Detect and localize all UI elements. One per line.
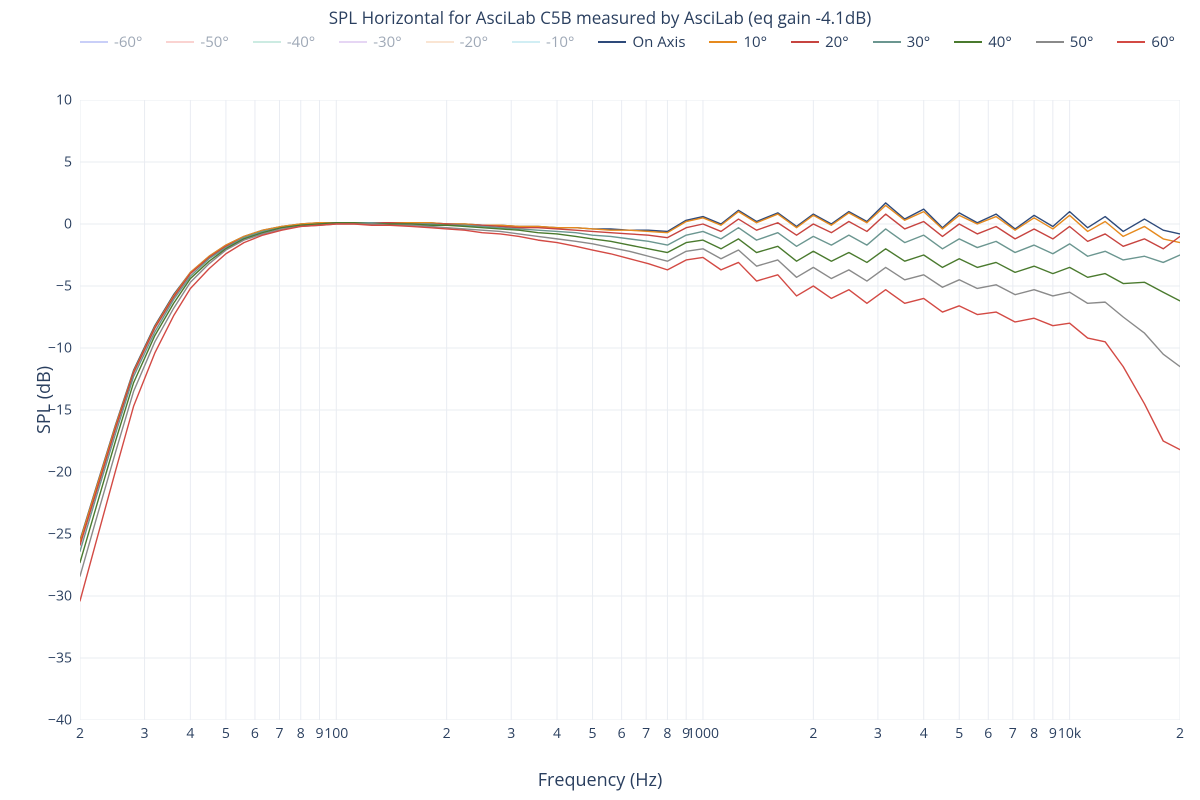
legend-label: 50° (1070, 32, 1094, 52)
x-tick-label: 5 (589, 724, 597, 743)
chart-container: { "title": "SPL Horizontal for AsciLab C… (0, 0, 1200, 800)
legend-label: 40° (988, 32, 1012, 52)
x-tick-label: 100 (324, 724, 348, 743)
legend-item[interactable]: -60° (80, 32, 142, 52)
legend-swatch (791, 41, 819, 43)
x-tick-label: 5 (955, 724, 963, 743)
y-tick-label: 0 (12, 215, 72, 234)
legend: -60° -50° -40° -30° -20° -10° On Axis 10° 20° 30°… (80, 32, 1180, 52)
legend-item[interactable]: 50° (1036, 32, 1094, 52)
legend-label: On Axis (632, 32, 685, 52)
x-tick-label: 6 (251, 724, 259, 743)
x-tick-label: 8 (297, 724, 305, 743)
x-axis-label: Frequency (Hz) (0, 768, 1200, 792)
x-tick-label: 3 (874, 724, 882, 743)
y-tick-label: −10 (12, 339, 72, 358)
legend-swatch (339, 41, 367, 43)
legend-swatch (1117, 41, 1145, 43)
x-tick-label: 9 (315, 724, 323, 743)
y-tick-label: −35 (12, 649, 72, 668)
x-tick-label: 9 (1049, 724, 1057, 743)
legend-swatch (512, 41, 540, 43)
x-tick-label: 2 (1176, 724, 1184, 743)
legend-label: 10° (743, 32, 767, 52)
x-tick-label: 7 (275, 724, 283, 743)
legend-label: 20° (825, 32, 849, 52)
legend-item[interactable]: -50° (166, 32, 228, 52)
legend-item[interactable]: -10° (512, 32, 574, 52)
legend-label: -20° (460, 32, 488, 52)
legend-item[interactable]: -20° (426, 32, 488, 52)
legend-item[interactable]: -40° (253, 32, 315, 52)
y-tick-label: −25 (12, 525, 72, 544)
x-tick-label: 7 (642, 724, 650, 743)
legend-label: -40° (287, 32, 315, 52)
y-tick-label: −40 (12, 711, 72, 730)
legend-swatch (873, 41, 901, 43)
x-tick-label: 4 (186, 724, 194, 743)
legend-swatch (166, 41, 194, 43)
x-tick-label: 7 (1009, 724, 1017, 743)
legend-label: 30° (907, 32, 931, 52)
legend-label: -60° (114, 32, 142, 52)
y-tick-label: −20 (12, 463, 72, 482)
y-tick-label: 10 (12, 91, 72, 110)
legend-label: -50° (200, 32, 228, 52)
legend-swatch (709, 41, 737, 43)
y-tick-label: −15 (12, 401, 72, 420)
x-tick-label: 8 (1030, 724, 1038, 743)
x-tick-label: 4 (553, 724, 561, 743)
legend-swatch (1036, 41, 1064, 43)
legend-item[interactable]: On Axis (598, 32, 685, 52)
x-tick-label: 2 (809, 724, 817, 743)
x-tick-label: 6 (984, 724, 992, 743)
legend-item[interactable]: 60° (1117, 32, 1175, 52)
legend-swatch (426, 41, 454, 43)
legend-swatch (598, 41, 626, 43)
x-tick-label: 4 (920, 724, 928, 743)
x-tick-label: 3 (507, 724, 515, 743)
legend-label: -10° (546, 32, 574, 52)
legend-item[interactable]: -30° (339, 32, 401, 52)
chart-title: SPL Horizontal for AsciLab C5B measured … (0, 6, 1200, 29)
x-tick-label: 3 (141, 724, 149, 743)
x-tick-label: 6 (618, 724, 626, 743)
legend-swatch (80, 41, 108, 43)
legend-item[interactable]: 30° (873, 32, 931, 52)
plot-area (80, 100, 1180, 720)
legend-swatch (954, 41, 982, 43)
x-tick-label: 10k (1058, 724, 1081, 743)
x-tick-label: 8 (663, 724, 671, 743)
legend-label: 60° (1151, 32, 1175, 52)
legend-item[interactable]: 10° (709, 32, 767, 52)
legend-item[interactable]: 40° (954, 32, 1012, 52)
y-tick-label: −30 (12, 587, 72, 606)
legend-swatch (253, 41, 281, 43)
x-tick-label: 2 (443, 724, 451, 743)
y-tick-label: −5 (12, 277, 72, 296)
x-tick-label: 1000 (687, 724, 719, 743)
x-tick-label: 5 (222, 724, 230, 743)
x-tick-label: 2 (76, 724, 84, 743)
y-tick-label: 5 (12, 153, 72, 172)
legend-item[interactable]: 20° (791, 32, 849, 52)
legend-label: -30° (373, 32, 401, 52)
